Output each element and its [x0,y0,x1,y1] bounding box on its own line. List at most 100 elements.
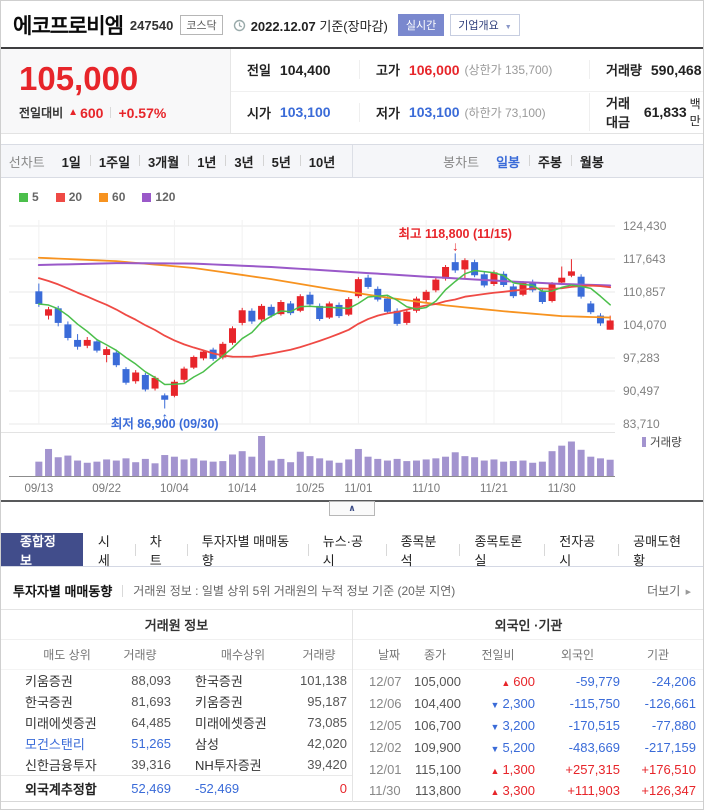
period-1주일[interactable]: 1주일 [89,152,139,171]
tab-공매도현황[interactable]: 공매도현황 [618,533,703,568]
svg-text:10/04: 10/04 [160,483,189,495]
section-header: 투자자별 매매동향 거래원 정보 : 일별 상위 5위 거래원의 누적 정보 기… [13,581,691,600]
tab-종목분석[interactable]: 종목분석 [385,533,460,568]
more-link[interactable]: 더보기 ▶ [647,582,691,599]
date-cell: 12/02 [369,739,402,755]
upper-limit: (상한가 135,700) [464,63,553,78]
date-cell: 12/06 [369,695,402,711]
tab-종합정보[interactable]: 종합정보 [1,533,83,568]
cell: 39,420 [307,757,347,772]
tab-시세[interactable]: 시세 [97,533,110,568]
realtime-button[interactable]: 실시간 [397,14,445,36]
investor-row: 11/30 113,800 ▲ 3,300 +111,903 +126,347 [353,780,703,802]
foreign-sell-total: 52,469 [131,781,171,796]
svg-text:11/01: 11/01 [344,483,372,495]
period-3년[interactable]: 3년 [225,152,262,171]
down-triangle-icon: ▼ [490,699,500,710]
amount-value: 61,833 [643,104,687,121]
day-low: 저가 103,100 (하한가 73,100) [359,102,589,122]
tab-투자자별 매매동향[interactable]: 투자자별 매매동향 [186,533,308,568]
investor-row: 12/05 106,700 ▼ 3,200 -170,515 -77,880 [353,714,703,736]
open-value: 103,100 [279,104,331,121]
svg-text:10/25: 10/25 [296,483,325,495]
ma-legend-item-120: 120 [142,190,175,204]
change-percent: +0.57% [118,104,167,121]
header: 에코프로비엠 247540 코스닥 2022.12.07 기준(장마감) 실시간… [1,1,703,47]
diff-cell: ▼ 5,200 [490,739,535,755]
change-label: 전일대비 [19,106,64,120]
tab-뉴스·공시[interactable]: 뉴스·공시 [307,533,386,568]
diff-cell: ▲ 600 [501,673,535,689]
tab-종목토론실[interactable]: 종목토론실 [459,533,544,568]
tab-차트[interactable]: 차트 [134,533,187,568]
investor-row: 12/02 109,900 ▼ 5,200 -483,669 -217,159 [353,736,703,758]
cell: NH투자증권 [195,758,262,773]
column-header: 매수상위 [220,648,266,662]
candle-period-주봉[interactable]: 주봉 [528,152,571,171]
broker-table-title: 거래원 정보 [1,610,352,640]
svg-text:11/21: 11/21 [480,483,508,495]
ma-legend-item-60: 60 [99,190,125,204]
tab-전자공시[interactable]: 전자공시 [544,533,618,568]
date-suffix: 기준(장마감) [319,18,388,34]
svg-text:↑: ↑ [161,409,168,424]
cell: 95,187 [307,694,347,709]
svg-text:110,857: 110,857 [623,285,666,299]
cell: 64,485 [131,715,171,730]
period-5년[interactable]: 5년 [262,152,300,171]
low-value: 103,100 [408,104,460,121]
period-1일[interactable]: 1일 [61,154,81,170]
trading-tables: 거래원 정보 매도 상위 거래량 매수상위 거래량 키움증권 88,093 한국증권 101… [1,609,703,802]
chart-toolbar: 선차트 1일 1주일 3개월 1년 3년 5년 10년 봉차트 일봉 주봉 월봉 [1,144,703,178]
line-chart-periods: 선차트 1일 1주일 3개월 1년 3년 5년 10년 [1,145,353,177]
collapse-button[interactable]: ∧ [329,501,375,516]
volume-label: 거래량 [606,63,642,79]
close-cell: 109,900 [414,739,461,755]
current-price: 105,000 [19,60,139,97]
line-chart-label: 선차트 [8,154,45,170]
svg-text:11/30: 11/30 [548,483,576,495]
candle-period-월봉[interactable]: 월봉 [570,152,613,171]
svg-text:09/22: 09/22 [92,483,121,495]
price-detail-row-1: 전일 104,400 고가 106,000 (상한가 135,700) 거래량 … [231,49,703,92]
candle-period-일봉[interactable]: 일봉 [496,154,520,170]
legend-swatch-icon [55,192,65,202]
broker-row: 모건스탠리 51,265 삼성 42,020 [1,733,352,754]
svg-text:104,070: 104,070 [623,318,667,332]
cell: 42,020 [307,736,347,751]
cell: 신한금융투자 [25,758,97,773]
cell: 51,265 [131,736,171,751]
period-3개월[interactable]: 3개월 [139,152,188,171]
company-overview-button[interactable]: 기업개요 ▼ [450,14,520,36]
column-header: 매도 상위 [43,648,91,662]
svg-text:83,710: 83,710 [623,417,660,431]
price-chart: 124,430 117,643 110,857 104,070 97,283 90,497… [1,206,703,498]
diff-cell: ▼ 3,200 [490,717,535,733]
more-label: 더보기 [647,584,681,598]
svg-text:거래량: 거래량 [650,436,682,449]
svg-text:11/10: 11/10 [412,483,440,495]
high-value: 106,000 [408,61,460,78]
cell: 73,085 [307,715,347,730]
column-header: 거래량 [123,648,157,662]
diff-cell: ▲ 3,300 [490,783,535,798]
prev-close: 전일 104,400 [231,60,359,79]
price-change: 전일대비 ▲ 600 +0.57% [19,104,230,121]
period-10년[interactable]: 10년 [299,152,344,171]
broker-row: 키움증권 88,093 한국증권 101,138 [1,670,352,691]
investor-table-columns: 날짜 종가 전일비 외국인 기관 [353,640,703,670]
period-1년[interactable]: 1년 [188,152,225,171]
broker-table-footer: 외국계추정합 52,469 -52,469 0 [1,775,352,802]
section-title: 투자자별 매매동향 [13,584,113,599]
column-header: 전일비 [481,648,515,662]
foreign-cell: -59,779 [575,673,620,689]
prev-value: 104,400 [279,61,331,78]
date-cell: 12/01 [369,761,402,777]
up-triangle-icon: ▲ [501,677,511,688]
inst-cell: -77,880 [651,717,696,733]
close-cell: 106,700 [414,717,461,733]
cell: 삼성 [195,737,219,752]
overview-label: 기업개요 [458,20,499,32]
up-triangle-icon: ▲ [490,765,500,776]
